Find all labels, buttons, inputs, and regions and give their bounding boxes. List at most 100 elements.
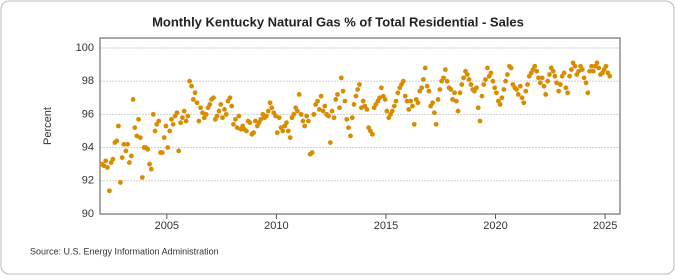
data-point	[233, 116, 238, 122]
data-point	[565, 90, 571, 96]
data-point	[145, 146, 151, 152]
data-point	[218, 102, 224, 107]
data-point	[430, 100, 436, 106]
data-point	[442, 67, 448, 72]
y-tick-label: 100	[76, 42, 94, 54]
data-point	[349, 115, 355, 121]
data-point	[534, 68, 540, 74]
data-point	[305, 118, 311, 124]
data-point	[243, 128, 249, 134]
data-point	[536, 75, 541, 81]
data-point	[408, 98, 414, 104]
data-point	[378, 85, 384, 91]
y-tick-label: 92	[82, 175, 94, 187]
data-point	[103, 158, 109, 164]
data-point	[273, 113, 278, 119]
data-point	[229, 103, 235, 109]
data-point	[114, 138, 120, 144]
data-point	[179, 115, 185, 121]
data-point	[494, 90, 499, 96]
x-tick-label: 2015	[374, 220, 398, 232]
data-point	[589, 63, 594, 69]
data-point	[360, 98, 366, 104]
data-point	[479, 93, 485, 99]
data-point	[178, 120, 184, 126]
data-point	[223, 111, 229, 117]
data-point	[280, 128, 286, 134]
data-point	[389, 108, 395, 114]
data-point	[137, 135, 143, 141]
x-tick-label: 2020	[483, 220, 507, 232]
data-point	[357, 82, 362, 87]
data-point	[523, 88, 529, 94]
data-point	[355, 87, 361, 92]
data-point	[189, 83, 194, 89]
data-point	[337, 105, 342, 111]
data-point	[554, 80, 560, 86]
data-point	[322, 103, 328, 109]
data-point	[326, 113, 331, 119]
data-point	[304, 113, 310, 119]
data-point	[561, 70, 567, 76]
y-tick-label: 98	[82, 75, 94, 87]
data-point	[596, 65, 602, 71]
data-point	[287, 135, 293, 141]
data-point	[492, 85, 498, 91]
data-point	[421, 77, 426, 82]
data-point	[161, 135, 167, 141]
data-point	[320, 108, 326, 114]
data-point	[152, 128, 158, 134]
data-point	[537, 80, 543, 86]
data-point	[227, 95, 233, 101]
data-point	[276, 115, 282, 121]
data-point	[556, 88, 562, 94]
data-point	[543, 92, 549, 97]
data-point	[485, 65, 490, 71]
data-point	[532, 63, 538, 69]
data-point	[128, 153, 134, 159]
data-point	[147, 161, 152, 167]
data-point	[203, 111, 209, 117]
y-tick-label: 94	[82, 141, 94, 153]
data-point	[481, 82, 487, 87]
data-point	[105, 165, 110, 170]
data-point	[176, 148, 182, 154]
data-point	[433, 121, 439, 127]
data-point	[474, 85, 479, 91]
data-point	[234, 125, 240, 131]
data-point	[119, 155, 125, 160]
data-point	[285, 128, 291, 134]
data-point	[477, 118, 483, 124]
data-point	[329, 108, 335, 114]
data-point	[300, 118, 306, 124]
data-point	[468, 82, 474, 87]
data-point	[190, 97, 196, 102]
data-point	[302, 123, 308, 129]
data-point	[567, 73, 572, 79]
data-point	[452, 90, 457, 96]
data-point	[583, 80, 589, 86]
data-point	[136, 116, 141, 122]
data-point	[466, 77, 472, 82]
data-point	[148, 166, 154, 172]
data-point	[298, 111, 304, 117]
data-point	[457, 90, 463, 96]
data-point	[132, 125, 138, 131]
data-point	[167, 128, 173, 134]
data-point	[130, 97, 136, 102]
data-point	[251, 130, 257, 136]
data-point	[327, 140, 333, 146]
data-point	[464, 72, 470, 77]
data-point	[424, 83, 430, 89]
data-point	[508, 65, 514, 71]
x-tick-label: 2010	[264, 220, 288, 232]
data-point	[311, 111, 317, 117]
data-point	[247, 120, 253, 126]
data-point	[377, 95, 383, 101]
data-point	[236, 113, 242, 119]
data-point	[296, 92, 302, 97]
data-point	[515, 92, 521, 97]
data-point	[335, 92, 340, 97]
data-point	[603, 63, 609, 69]
data-point	[185, 113, 191, 119]
